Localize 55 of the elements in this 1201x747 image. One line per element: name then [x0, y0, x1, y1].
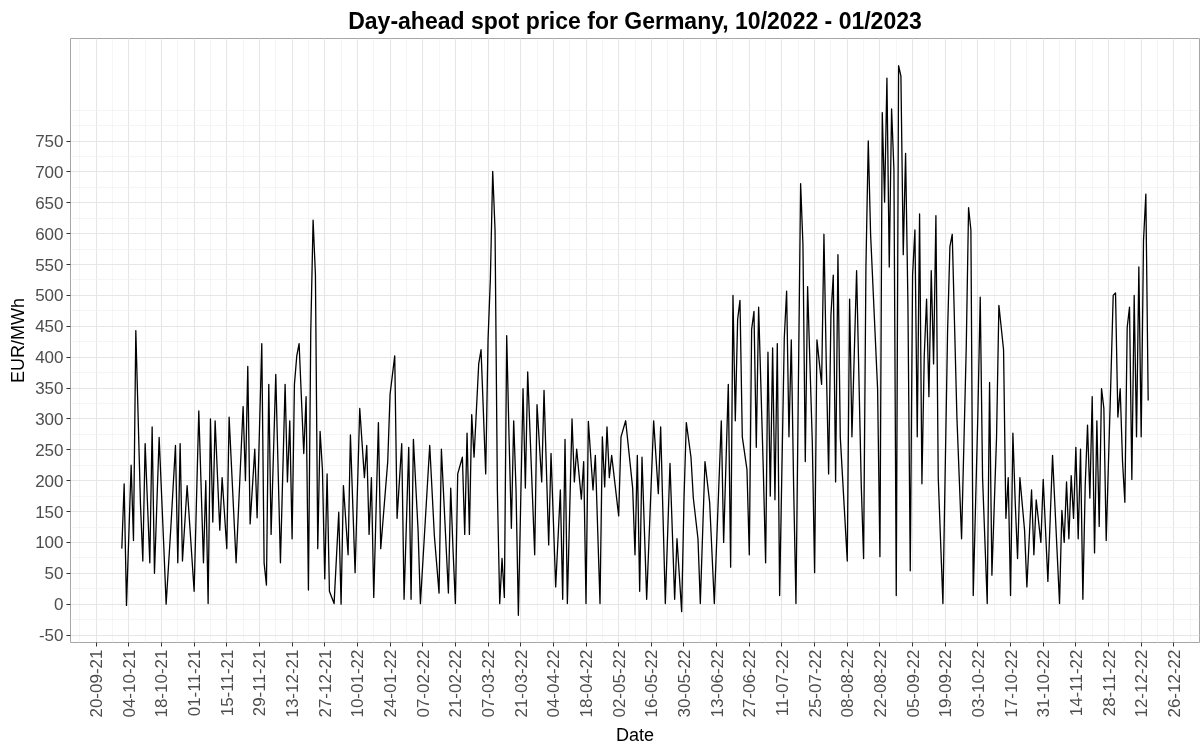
x-tick-label: 27-12-21: [315, 649, 335, 718]
x-tick-label: 18-10-21: [152, 649, 172, 718]
y-tick-label: 600: [35, 224, 64, 244]
y-tick-label: 650: [35, 193, 64, 213]
y-tick-label: 200: [35, 471, 64, 491]
x-tick-label: 25-07-22: [805, 649, 825, 718]
x-tick-label: 21-03-22: [511, 649, 531, 718]
x-tick-label: 13-06-22: [707, 649, 727, 718]
chart-title: Day-ahead spot price for Germany, 10/2022 - 01/2023: [348, 7, 922, 34]
x-tick-label: 18-04-22: [577, 649, 597, 718]
y-tick-label: 250: [35, 440, 64, 460]
x-tick-label: 02-05-22: [609, 649, 629, 718]
y-tick-label: 150: [35, 502, 64, 522]
y-tick-label: 450: [35, 317, 64, 337]
y-tick-label: 700: [35, 162, 64, 182]
y-tick-label: 550: [35, 255, 64, 275]
x-tick-label: 07-03-22: [479, 649, 499, 718]
x-tick-label: 08-08-22: [838, 649, 858, 718]
x-tick-label: 19-09-22: [936, 649, 956, 718]
y-tick-label: 50: [44, 564, 64, 584]
y-tick-label: 0: [54, 595, 64, 615]
x-tick-label: 05-09-22: [903, 649, 923, 718]
x-tick-label: 28-11-22: [1099, 649, 1119, 717]
x-tick-label: 21-02-22: [446, 649, 466, 718]
x-tick-label: 20-09-21: [87, 649, 107, 718]
y-tick-label: 300: [35, 409, 64, 429]
x-tick-label: 26-12-22: [1164, 649, 1184, 718]
x-tick-label: 11-07-22: [772, 649, 792, 717]
x-tick-label: 29-11-21: [250, 649, 270, 717]
x-tick-label: 15-11-21: [217, 649, 237, 717]
x-tick-label: 04-10-21: [119, 649, 139, 718]
x-tick-label: 01-11-21: [185, 649, 205, 717]
y-tick-label: 500: [35, 286, 64, 306]
x-tick-label: 22-08-22: [870, 649, 890, 718]
x-tick-label: 14-11-22: [1066, 649, 1086, 717]
x-tick-label: 10-01-22: [348, 649, 368, 718]
x-tick-label: 03-10-22: [968, 649, 988, 718]
x-axis-title: Date: [615, 724, 655, 745]
y-tick-label: 750: [35, 132, 64, 152]
y-tick-label: 400: [35, 348, 64, 368]
x-tick-label: 17-10-22: [1001, 649, 1021, 718]
x-tick-label: 13-12-21: [283, 649, 303, 718]
x-tick-label: 07-02-22: [413, 649, 433, 718]
y-axis-title: EUR/MWh: [8, 298, 29, 383]
x-tick-label: 30-05-22: [674, 649, 694, 718]
x-tick-label: 12-12-22: [1132, 649, 1152, 718]
x-tick-label: 27-06-22: [740, 649, 760, 718]
line-series: [121, 65, 1149, 616]
y-tick-label: 100: [35, 533, 64, 553]
x-tick-label: 31-10-22: [1034, 649, 1054, 718]
y-tick-label: 350: [35, 379, 64, 399]
x-tick-label: 16-05-22: [642, 649, 662, 718]
x-tick-label: 24-01-22: [381, 649, 401, 718]
y-tick-label: -50: [38, 626, 64, 646]
x-tick-label: 04-04-22: [544, 649, 564, 718]
